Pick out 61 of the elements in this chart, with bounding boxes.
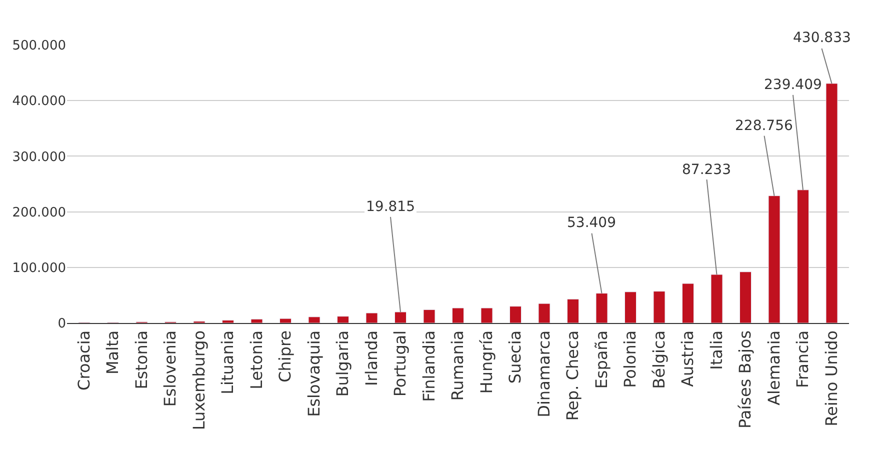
x-tick-label: Irlanda [362,330,381,386]
data-label: 239.409 [764,77,822,93]
x-tick-label: España [592,330,611,389]
x-tick-label: Luxemburgo [189,330,208,430]
x-tick-label: Rumania [448,330,468,401]
x-tick-label: Eslovenia [160,330,180,407]
data-label: 19.815 [366,199,415,215]
x-tick-label: Países Bajos [736,330,755,429]
bar [740,272,752,323]
x-tick-label: Estonia [132,330,151,390]
y-tick-label: 100.000 [12,260,66,276]
bar [366,312,378,323]
bar [480,308,493,323]
x-tick-label: Eslovaquia [304,330,324,417]
data-label: 228.756 [735,118,793,134]
x-tick-label: Suecia [506,330,525,384]
bar [250,318,263,323]
x-tick-label: Austria [678,330,698,387]
bar [394,312,406,323]
bar [308,316,320,323]
data-label: 87.233 [682,162,731,178]
y-tick-label: 400.000 [12,94,66,110]
x-tick-label: Chipre [276,330,295,382]
x-tick-label: Polonia [620,330,640,388]
y-tick-label: 200.000 [12,205,66,220]
x-tick-label: Portugal [390,330,410,397]
x-tick-label: Lituania [218,330,238,394]
x-tick-label: Francia [793,330,812,388]
x-tick-label: Rep. Checa [563,330,582,421]
bar [423,309,436,323]
bar [624,292,636,323]
x-tick-label: Reino Unido [822,330,841,426]
bar [596,293,608,323]
x-tick-label: Bulgaria [333,330,352,397]
x-tick-label: Croacia [74,330,94,390]
bar [710,274,723,323]
bar [280,318,292,323]
x-tick-label: Bélgica [649,330,668,389]
y-tick-label: 300.000 [12,150,66,165]
x-tick-label: Finlandia [419,330,438,402]
bar [337,316,349,323]
bar [653,291,666,323]
bar [567,298,579,323]
bar [682,283,694,323]
bar [452,308,464,323]
bar [826,83,838,323]
x-tick-label: Dinamarca [534,330,554,418]
x-tick-label: Hungría [476,330,496,394]
data-label: 430.833 [793,30,851,46]
y-tick-label: 0 [58,316,66,332]
data-label: 53.409 [567,215,616,231]
x-tick-label: Italia [706,330,726,370]
bar [797,190,809,323]
bar [538,303,550,323]
x-tick-label: Letonia [246,330,266,390]
bar [768,196,780,323]
x-tick-label: Malta [103,330,122,375]
x-tick-label: Alemania [764,330,784,406]
y-tick-label: 500.000 [12,38,66,54]
bar [510,306,522,323]
bar [222,320,234,323]
